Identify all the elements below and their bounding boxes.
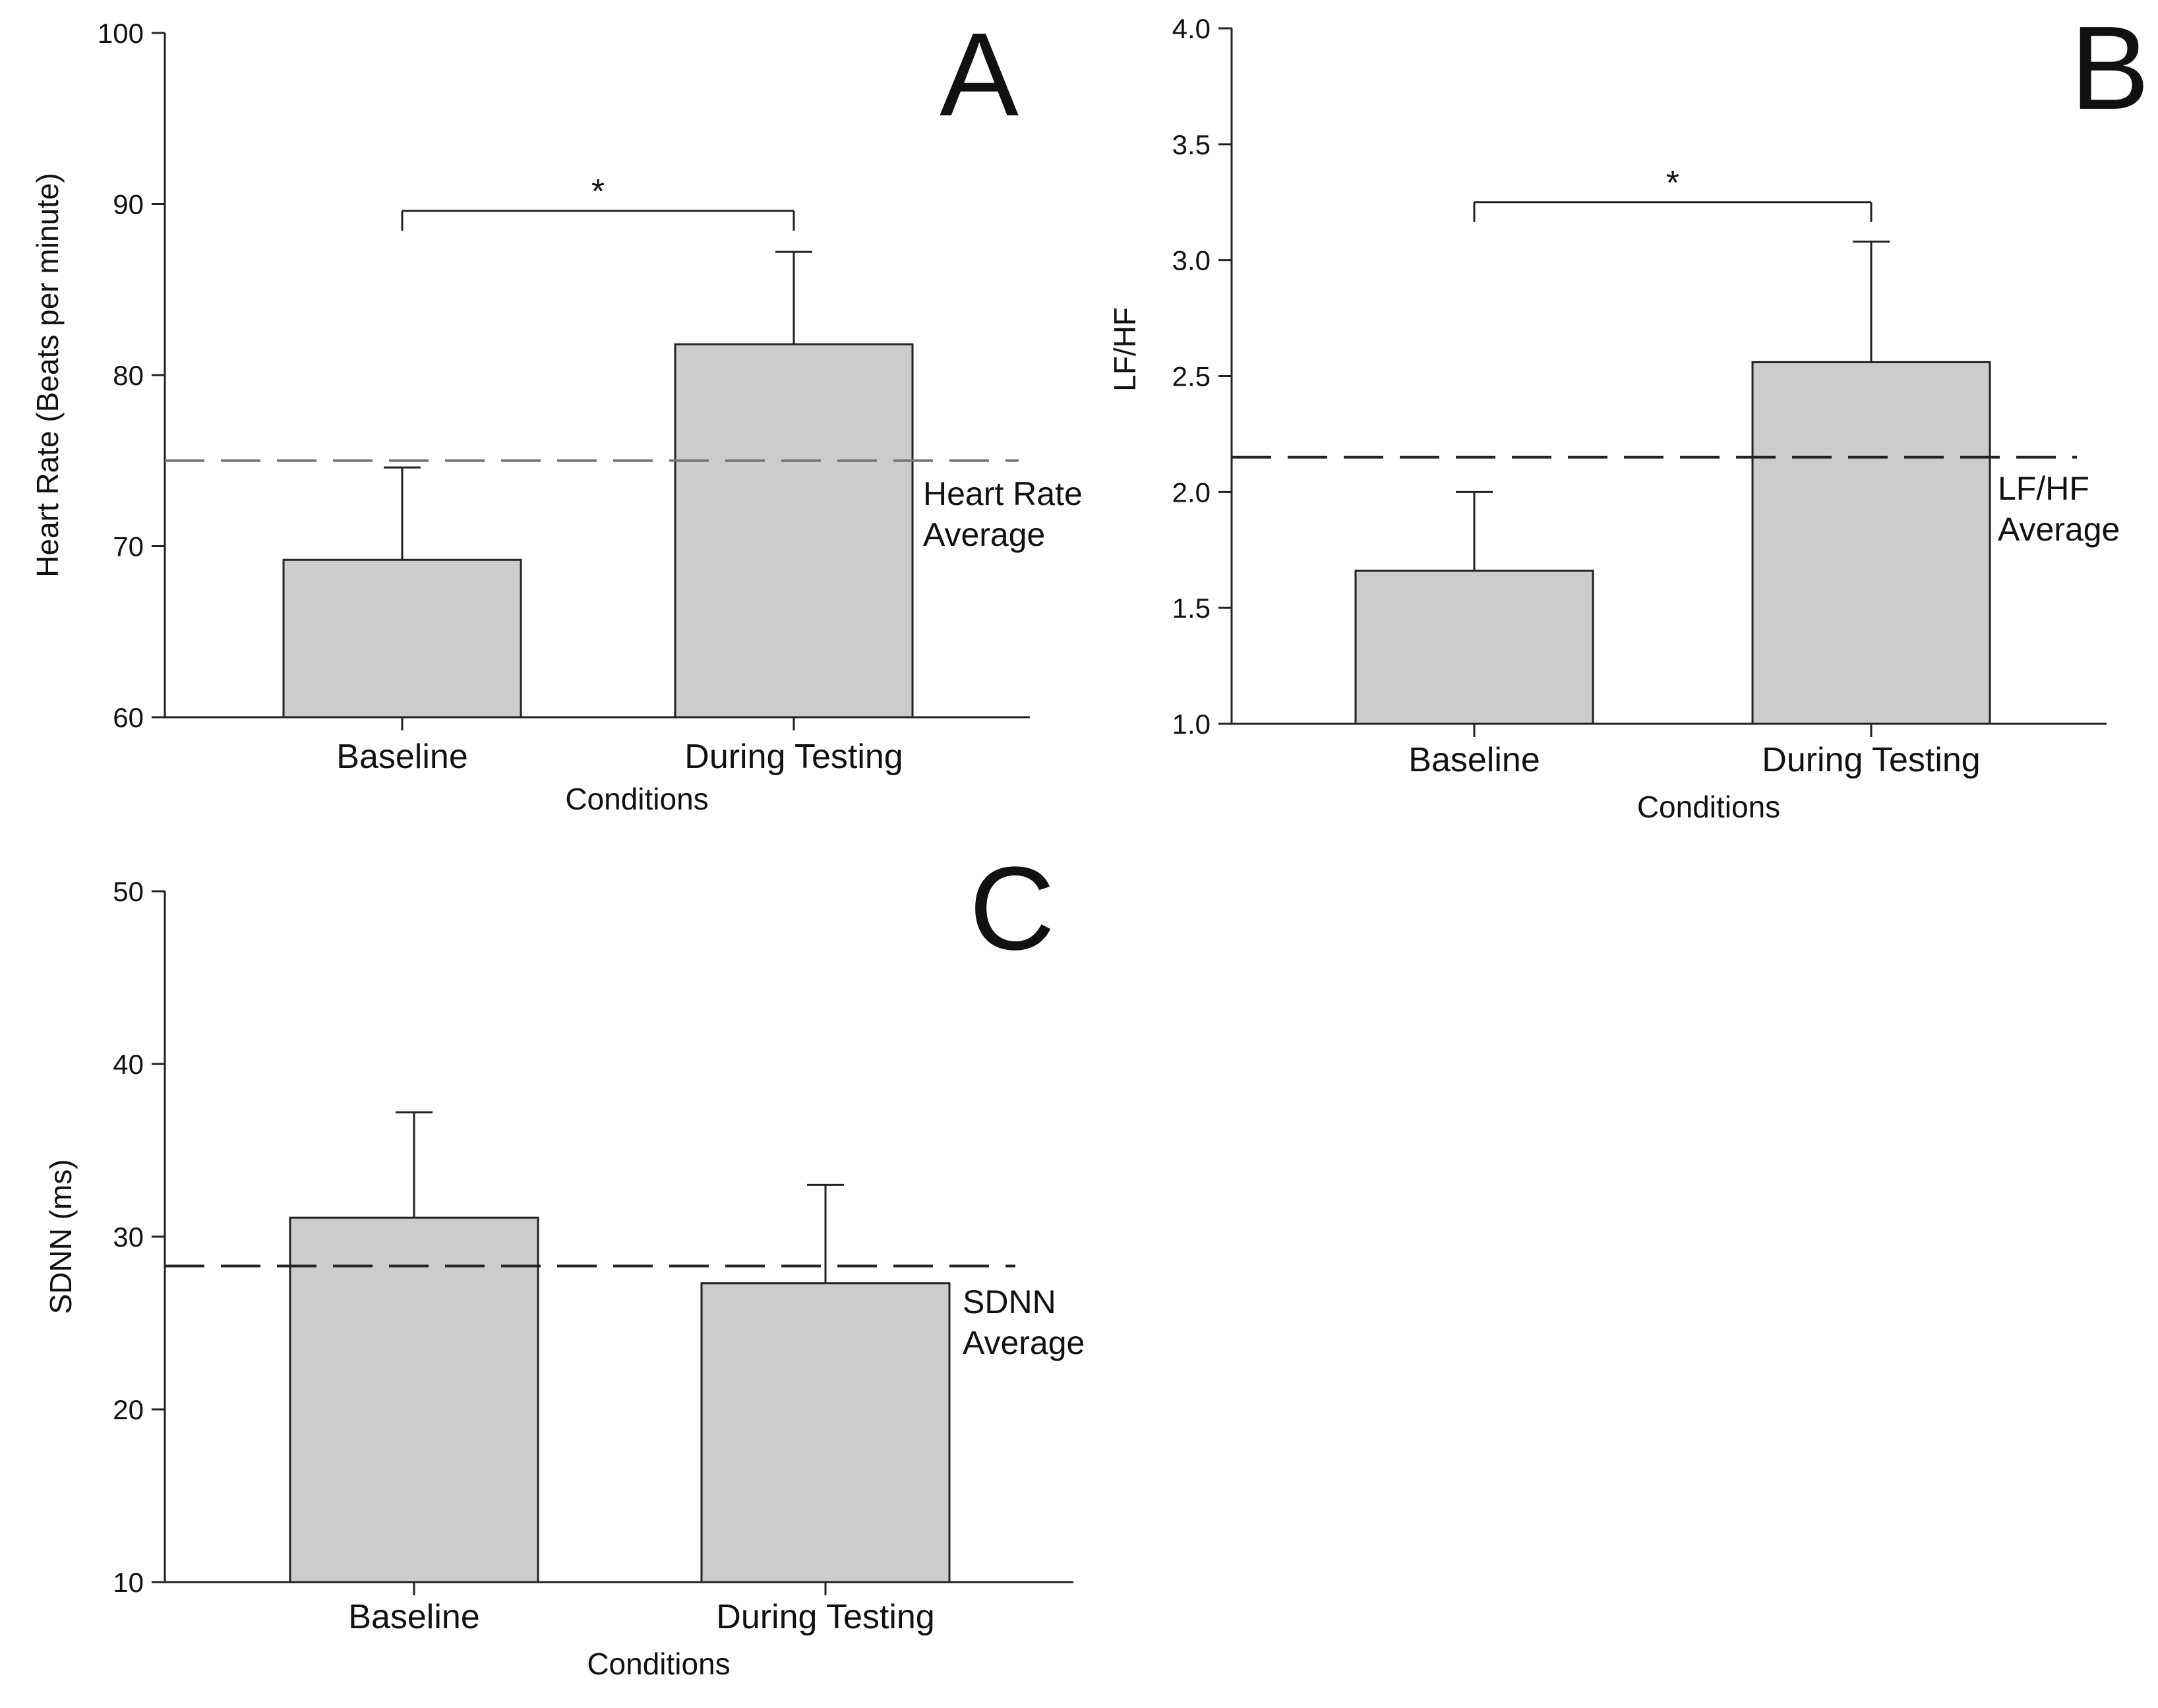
x-tick-label: During Testing [684,738,903,776]
y-axis-title: LF/HF [1108,307,1142,392]
average-line-label: LF/HF Average [1998,470,2120,548]
significance-bracket: * [401,173,795,231]
y-tick-label: 30 [113,1222,144,1252]
y-tick-label: 1.5 [1172,593,1211,624]
y-tick-label: 50 [113,876,144,907]
significance-star: * [591,173,605,211]
average-line-label-line: Average [1998,511,2120,548]
bar-baseline [1354,570,1594,725]
y-tick-label: 40 [113,1049,144,1080]
x-axis-title: Conditions [587,1647,730,1681]
panel-letter: A [940,9,1019,141]
average-line-label-line: Average [923,516,1045,553]
bars [1354,241,1991,725]
significance-star: * [1666,164,1679,202]
y-tick-label: 2.5 [1172,361,1211,392]
significance-bracket: * [1473,164,1873,222]
average-line-label-line: SDNN [963,1283,1056,1320]
x-tick-label: During Testing [716,1598,934,1636]
panel-c: 10 20 30 40 50 Baseline During Testing SDNN Aver… [44,842,1085,1681]
y-axis-title: SDNN (ms) [44,1159,78,1314]
x-tick-label: Baseline [336,738,467,776]
y-tick-label: 10 [113,1567,144,1598]
y-tick-label: 2.0 [1172,477,1211,508]
bar-baseline [282,558,522,719]
bar-baseline [289,1216,539,1583]
y-tick-label: 90 [113,189,144,220]
panel-b: 1.0 1.5 2.0 2.5 3.0 3.5 4.0 Baseline During Test… [1108,2,2149,824]
y-tick-label: 20 [113,1394,144,1425]
y-tick-label: 3.0 [1172,245,1211,276]
bar-during-testing [700,1282,951,1583]
panel-a: 60 70 80 90 100 Baseline During Testing Heart R… [30,9,1083,816]
bar-during-testing [674,343,914,719]
y-axis-title: Heart Rate (Beats per minute) [30,173,65,577]
panel-letter: C [969,842,1055,975]
average-line-label-line: Average [963,1324,1085,1361]
x-tick-label: Baseline [1408,741,1540,779]
average-line-label: SDNN Average [963,1283,1085,1361]
y-tick-label: 100 [98,18,144,49]
panel-letter: B [2070,2,2149,134]
y-tick-label: 1.0 [1172,709,1211,740]
bars [282,250,914,719]
bars [289,1111,951,1583]
bar-during-testing [1751,361,1991,725]
x-axis-title: Conditions [1637,790,1780,824]
average-line-label: Heart Rate Average [923,475,1083,553]
x-axis-title: Conditions [565,782,708,816]
y-tick-label: 60 [113,702,144,733]
x-tick-label: Baseline [348,1598,479,1636]
average-line-label-line: Heart Rate [923,475,1083,512]
y-tick-label: 70 [113,531,144,562]
y-tick-label: 80 [113,360,144,391]
average-line-label-line: LF/HF [1998,470,2089,507]
y-tick-label: 4.0 [1172,13,1211,44]
y-tick-label: 3.5 [1172,129,1211,160]
x-tick-label: During Testing [1762,741,1980,779]
